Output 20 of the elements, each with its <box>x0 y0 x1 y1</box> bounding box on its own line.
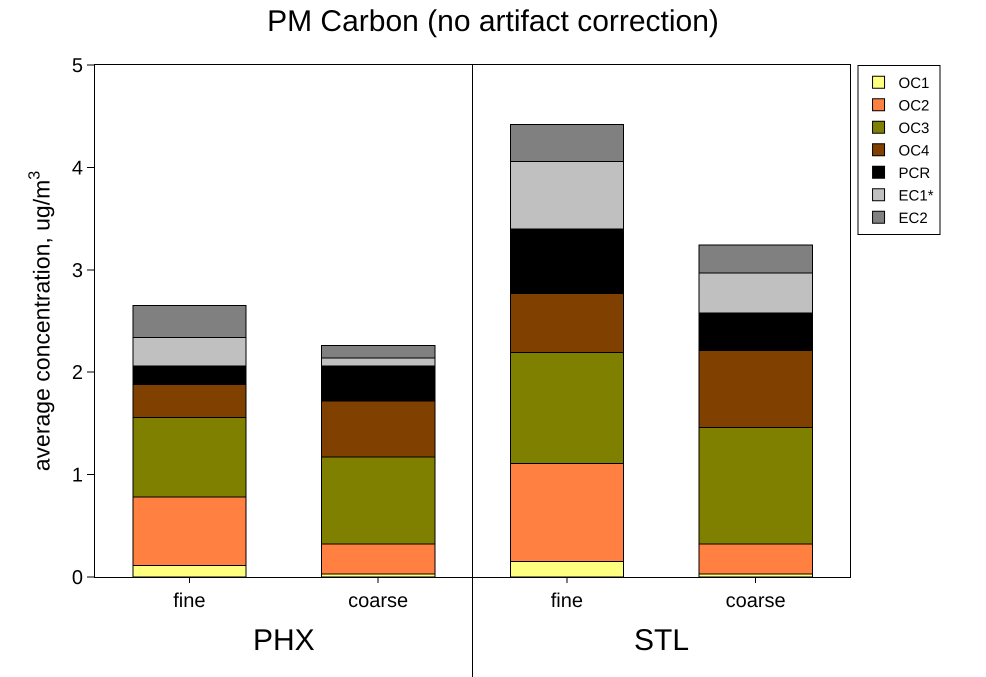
text: PHX <box>253 624 315 657</box>
legend-label: EC2 <box>898 210 928 228</box>
x-tick-label: fine <box>550 590 584 612</box>
x-tick-label: coarse <box>726 590 786 612</box>
x-tick-label: coarse <box>348 590 408 612</box>
y-tick-label: 0 <box>72 567 83 589</box>
y-tick-label: 4 <box>72 157 83 180</box>
legend-label: EC1* <box>898 188 934 205</box>
y-tick-label: 3 <box>72 260 83 282</box>
legend-label: OC2 <box>898 98 930 115</box>
y-tick-label: 5 <box>72 55 83 77</box>
legend-label: OC1 <box>898 75 930 92</box>
legend-label: OC4 <box>898 142 930 160</box>
y-tick-label: 1 <box>72 464 83 487</box>
text: STL <box>634 624 690 657</box>
legend-label: OC3 <box>898 120 930 138</box>
legend-label: PCR <box>898 165 930 182</box>
chart-title: PM Carbon (no artifact correction) <box>267 5 719 38</box>
y-tick-label: 2 <box>72 362 83 384</box>
x-tick-label: fine <box>173 590 206 612</box>
